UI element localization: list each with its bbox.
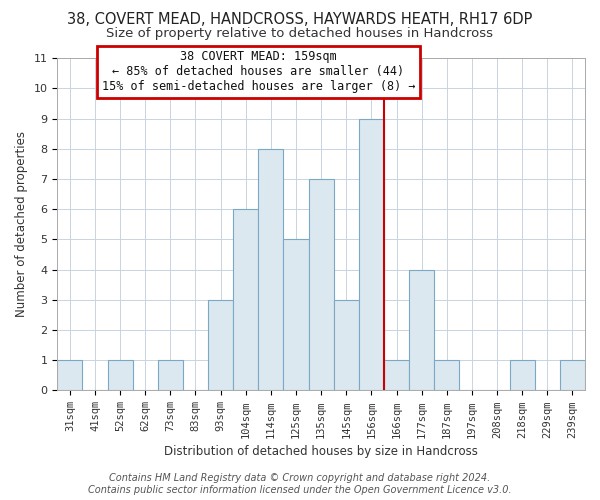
Text: 38 COVERT MEAD: 159sqm
← 85% of detached houses are smaller (44)
15% of semi-det: 38 COVERT MEAD: 159sqm ← 85% of detached… <box>101 50 415 94</box>
Text: Size of property relative to detached houses in Handcross: Size of property relative to detached ho… <box>107 28 493 40</box>
Bar <box>158 360 183 390</box>
Text: Contains HM Land Registry data © Crown copyright and database right 2024.
Contai: Contains HM Land Registry data © Crown c… <box>88 474 512 495</box>
Bar <box>409 270 434 390</box>
Bar <box>107 360 133 390</box>
Bar <box>308 179 334 390</box>
X-axis label: Distribution of detached houses by size in Handcross: Distribution of detached houses by size … <box>164 444 478 458</box>
Bar <box>208 300 233 390</box>
Bar <box>384 360 409 390</box>
Bar <box>283 240 308 390</box>
Bar <box>334 300 359 390</box>
Bar <box>233 209 259 390</box>
Bar <box>560 360 585 390</box>
Bar <box>57 360 82 390</box>
Text: 38, COVERT MEAD, HANDCROSS, HAYWARDS HEATH, RH17 6DP: 38, COVERT MEAD, HANDCROSS, HAYWARDS HEA… <box>67 12 533 28</box>
Y-axis label: Number of detached properties: Number of detached properties <box>15 132 28 318</box>
Bar <box>259 149 283 390</box>
Bar <box>509 360 535 390</box>
Bar <box>434 360 460 390</box>
Bar <box>359 118 384 390</box>
